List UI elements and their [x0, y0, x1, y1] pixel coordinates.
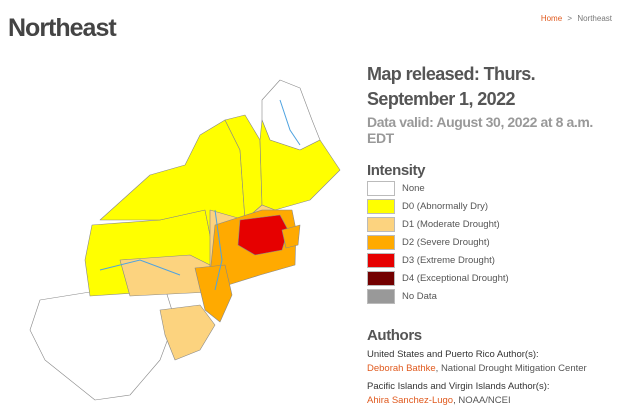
- map-info: Map released: Thurs. September 1, 2022 D…: [367, 62, 617, 408]
- author-group: United States and Puerto Rico Author(s):…: [367, 348, 617, 376]
- author-heading: United States and Puerto Rico Author(s):: [367, 349, 539, 360]
- author-heading: Pacific Islands and Virgin Islands Autho…: [367, 381, 550, 392]
- legend-swatch: [367, 270, 395, 286]
- river: [214, 209, 223, 291]
- legend-row: D0 (Abnormally Dry): [367, 197, 617, 215]
- legend-swatch: [367, 180, 395, 196]
- legend-row: None: [367, 179, 617, 197]
- breadcrumb-home[interactable]: Home: [540, 14, 563, 23]
- map-region: [194, 264, 233, 323]
- author-line: Deborah Bathke, National Drought Mitigat…: [367, 362, 617, 376]
- legend-swatch: [367, 234, 395, 250]
- legend-label: D3 (Extreme Drought): [402, 254, 495, 266]
- breadcrumb-current: Northeast: [577, 14, 612, 23]
- map-region: [259, 119, 341, 211]
- legend-row: D3 (Extreme Drought): [367, 251, 617, 269]
- map-region: [159, 304, 216, 361]
- authors: United States and Puerto Rico Author(s):…: [367, 348, 617, 408]
- map-region: [281, 224, 301, 249]
- river: [279, 99, 301, 146]
- legend-swatch: [367, 198, 395, 214]
- legend-label: None: [402, 182, 425, 194]
- page-title: Northeast: [8, 14, 117, 42]
- legend-label: D0 (Abnormally Dry): [402, 200, 489, 212]
- river: [99, 259, 181, 276]
- legend-label: No Data: [402, 290, 437, 302]
- drought-map: [29, 79, 341, 401]
- map-released: Map released: Thurs. September 1, 2022: [367, 64, 536, 109]
- author-line: Ahira Sanchez-Lugo, NOAA/NCEI: [367, 394, 617, 408]
- legend-row: D1 (Moderate Drought): [367, 215, 617, 233]
- author-affiliation: , NOAA/NCEI: [453, 395, 511, 406]
- map-region: [237, 214, 289, 256]
- legend-swatch: [367, 288, 395, 304]
- data-valid: Data valid: August 30, 2022 at 8 a.m. ED…: [367, 114, 593, 146]
- author-affiliation: , National Drought Mitigation Center: [435, 363, 587, 374]
- legend-label: D2 (Severe Drought): [402, 236, 490, 248]
- author-name[interactable]: Ahira Sanchez-Lugo: [367, 395, 454, 406]
- author-name[interactable]: Deborah Bathke: [367, 363, 436, 374]
- legend-row: No Data: [367, 287, 617, 305]
- map-region: [29, 287, 176, 401]
- legend-row: D4 (Exceptional Drought): [367, 269, 617, 287]
- legend-swatch: [367, 216, 395, 232]
- map-region: [261, 79, 321, 151]
- author-group: Pacific Islands and Virgin Islands Autho…: [367, 380, 617, 408]
- legend: None D0 (Abnormally Dry) D1 (Moderate Drou…: [367, 179, 617, 305]
- legend-swatch: [367, 252, 395, 268]
- authors-title: Authors: [367, 327, 422, 344]
- legend-title: Intensity: [367, 162, 426, 179]
- legend-label: D1 (Moderate Drought): [402, 218, 500, 230]
- legend-label: D4 (Exceptional Drought): [402, 272, 509, 284]
- breadcrumb-separator: >: [567, 14, 573, 23]
- legend-row: D2 (Severe Drought): [367, 233, 617, 251]
- breadcrumb: Home > Northeast: [541, 14, 612, 23]
